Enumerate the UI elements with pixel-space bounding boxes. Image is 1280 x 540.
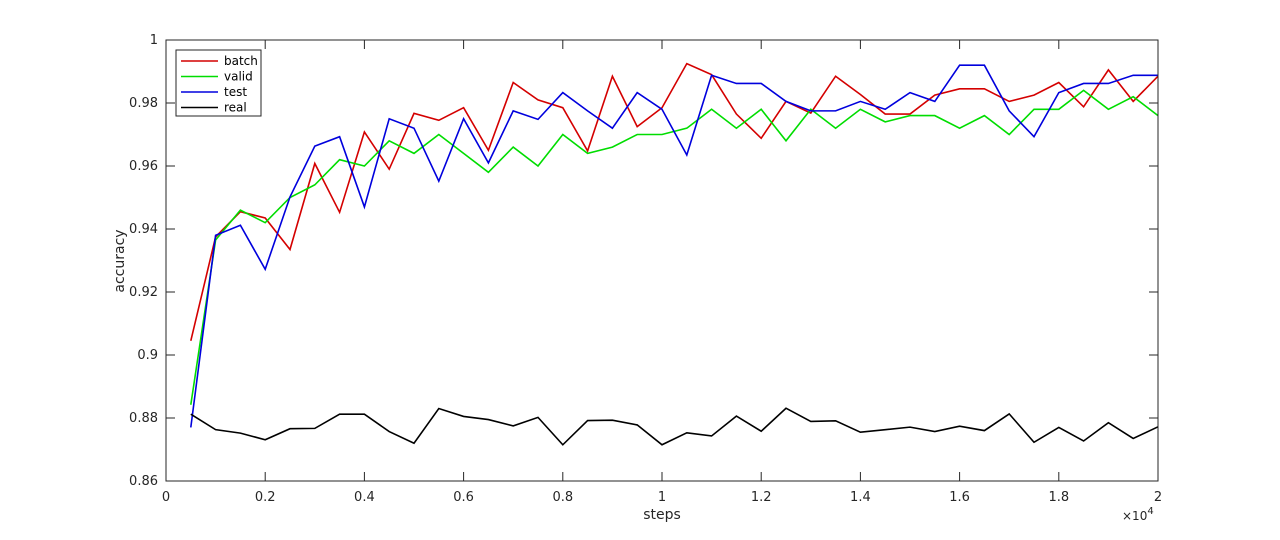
y-axis-title: accuracy	[112, 229, 128, 292]
y-tick-label: 0.86	[129, 474, 158, 489]
legend-label-test: test	[224, 85, 247, 99]
x-tick-label: 1.2	[751, 490, 772, 505]
x-tick-label: 1.8	[1048, 490, 1069, 505]
x-axis-multiplier: ×104	[1122, 506, 1154, 523]
x-tick-label: 0.8	[552, 490, 573, 505]
x-tick-label: 1	[658, 490, 666, 505]
x-tick-label: 0.6	[453, 490, 474, 505]
y-tick-label: 0.98	[129, 96, 158, 111]
y-tick-label: 0.96	[129, 159, 158, 174]
plot-area-background	[166, 40, 1158, 481]
x-axis-title: steps	[643, 507, 681, 523]
legend-label-batch: batch	[224, 54, 258, 68]
legend-label-valid: valid	[224, 70, 253, 84]
x-tick-label: 0.2	[255, 490, 276, 505]
y-tick-label: 0.94	[129, 222, 158, 237]
series-line-test	[190, 64, 1158, 428]
y-tick-label: 0.92	[129, 285, 158, 300]
x-axis-multiplier-base: ×10	[1122, 509, 1147, 523]
x-tick-label: 1.6	[949, 490, 970, 505]
y-tick-label: 0.88	[129, 411, 158, 426]
x-axis-multiplier-exponent: 4	[1147, 506, 1153, 517]
tick-layer: 0 0.2 0.4 0.6 0.8 1 1.2 1.4 1.6 1.8 2 0.86 0.88 0.9 0.…	[129, 33, 1162, 505]
legend-label-real: real	[224, 101, 247, 115]
x-tick-label: 0	[162, 490, 170, 505]
x-tick-label: 1.4	[850, 490, 871, 505]
y-tick-label: 0.9	[137, 348, 158, 363]
y-tick-label: 1	[150, 33, 158, 48]
series-line-real	[190, 407, 1159, 446]
svg-text:×104: ×104	[1122, 506, 1154, 523]
series-layer	[190, 62, 1159, 446]
x-tick-label: 0.4	[354, 490, 375, 505]
x-tick-label: 2	[1154, 490, 1162, 505]
